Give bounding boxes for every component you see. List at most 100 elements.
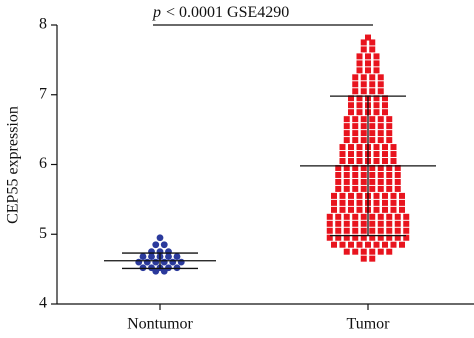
point bbox=[369, 227, 376, 234]
x-tick-label: Tumor bbox=[347, 316, 391, 333]
point bbox=[365, 53, 371, 60]
point bbox=[343, 123, 350, 130]
point bbox=[390, 199, 397, 206]
y-tick-label: 5 bbox=[39, 225, 47, 242]
point bbox=[356, 67, 363, 74]
point bbox=[356, 102, 363, 109]
point bbox=[139, 264, 147, 272]
point bbox=[377, 171, 384, 178]
point bbox=[331, 199, 337, 206]
point bbox=[365, 241, 371, 248]
point bbox=[339, 151, 346, 158]
point bbox=[373, 206, 380, 213]
point bbox=[352, 248, 359, 255]
point bbox=[339, 158, 346, 165]
point bbox=[369, 46, 376, 53]
point bbox=[394, 178, 401, 185]
point bbox=[394, 164, 401, 171]
point bbox=[373, 241, 380, 248]
point bbox=[386, 137, 393, 144]
point bbox=[139, 253, 147, 260]
point bbox=[403, 213, 410, 220]
point bbox=[348, 144, 354, 151]
point bbox=[369, 164, 376, 171]
point bbox=[377, 116, 384, 123]
point bbox=[152, 241, 160, 249]
point bbox=[386, 130, 393, 137]
point bbox=[360, 213, 367, 220]
point bbox=[356, 151, 363, 158]
point bbox=[360, 46, 367, 53]
y-tick-label: 4 bbox=[39, 295, 47, 312]
point bbox=[369, 178, 376, 185]
point bbox=[369, 185, 376, 192]
point bbox=[386, 220, 393, 227]
point bbox=[390, 144, 397, 151]
point bbox=[352, 137, 359, 144]
point bbox=[326, 220, 333, 227]
point bbox=[343, 137, 350, 144]
point bbox=[394, 185, 401, 192]
point bbox=[335, 227, 342, 234]
point bbox=[403, 220, 410, 227]
point bbox=[360, 185, 367, 192]
point bbox=[348, 109, 354, 116]
point bbox=[365, 67, 371, 74]
point bbox=[360, 234, 367, 241]
point bbox=[348, 102, 354, 109]
point bbox=[382, 206, 388, 213]
point bbox=[382, 109, 388, 116]
point bbox=[343, 185, 350, 192]
point bbox=[386, 178, 393, 185]
point bbox=[369, 130, 376, 137]
point bbox=[369, 171, 376, 178]
point bbox=[399, 199, 405, 206]
point bbox=[343, 164, 350, 171]
point bbox=[373, 144, 380, 151]
point bbox=[356, 109, 363, 116]
point bbox=[369, 116, 376, 123]
point bbox=[331, 206, 337, 213]
point bbox=[390, 241, 397, 248]
point bbox=[390, 206, 397, 213]
point bbox=[373, 102, 380, 109]
point bbox=[369, 220, 376, 227]
point bbox=[352, 74, 359, 81]
point bbox=[369, 88, 376, 95]
point bbox=[382, 151, 388, 158]
point bbox=[356, 144, 363, 151]
point bbox=[339, 241, 346, 248]
point bbox=[173, 264, 181, 272]
point bbox=[377, 88, 384, 95]
point bbox=[377, 130, 384, 137]
point bbox=[382, 144, 388, 151]
point bbox=[382, 192, 388, 199]
point bbox=[394, 213, 401, 220]
point bbox=[386, 248, 393, 255]
point bbox=[369, 39, 376, 46]
y-tick-label: 7 bbox=[39, 85, 47, 102]
point bbox=[339, 206, 346, 213]
point bbox=[352, 171, 359, 178]
point bbox=[156, 234, 164, 242]
point bbox=[373, 60, 380, 67]
point bbox=[382, 199, 388, 206]
point bbox=[352, 213, 359, 220]
point bbox=[356, 206, 363, 213]
point bbox=[386, 213, 393, 220]
point bbox=[160, 241, 168, 249]
point bbox=[377, 248, 384, 255]
point bbox=[360, 81, 367, 88]
point bbox=[135, 258, 143, 266]
point bbox=[343, 178, 350, 185]
point bbox=[326, 227, 333, 234]
point bbox=[360, 248, 367, 255]
point bbox=[152, 267, 160, 275]
point bbox=[352, 220, 359, 227]
point bbox=[382, 241, 388, 248]
point bbox=[352, 130, 359, 137]
point bbox=[365, 34, 371, 41]
point bbox=[348, 199, 354, 206]
point bbox=[373, 199, 380, 206]
